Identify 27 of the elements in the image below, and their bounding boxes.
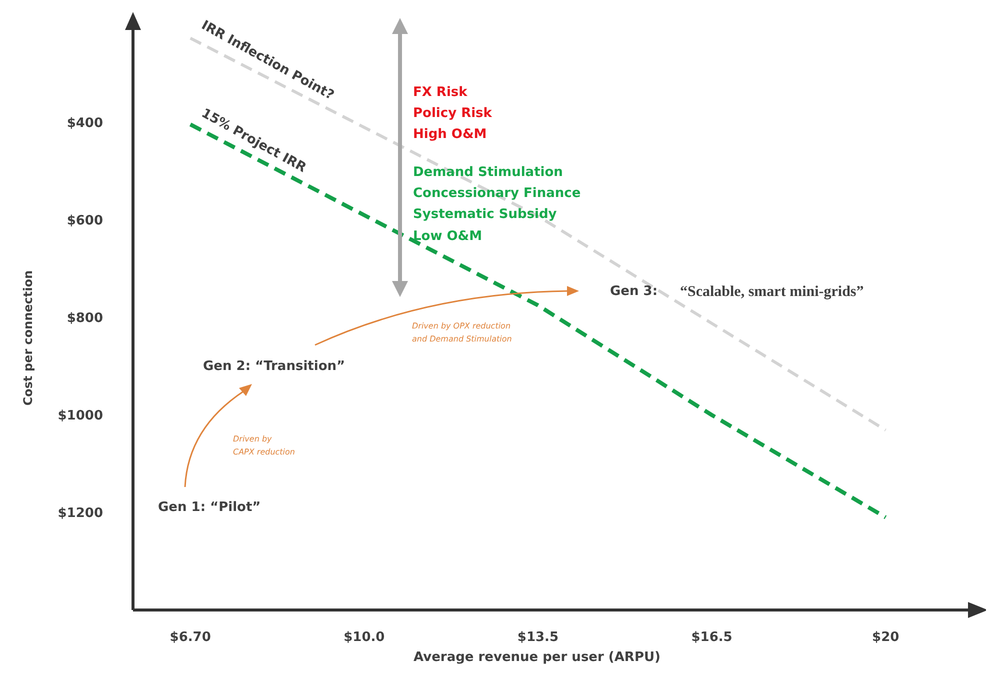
annotation: “Scalable, smart mini-grids” — [680, 284, 864, 300]
annotation: Policy Risk — [413, 106, 492, 122]
x-tick-label: $16.5 — [691, 630, 732, 646]
annotation: Demand Stimulation — [413, 164, 563, 180]
annotation: Concessionary Finance — [413, 186, 581, 202]
y-axis-title: Cost per connection — [21, 270, 35, 406]
annotation: Driven by OPX reduction — [412, 322, 511, 332]
y-tick-label: $600 — [66, 214, 103, 229]
annotation: FX Risk — [413, 84, 468, 100]
x-axis-title: Average revenue per user (ARPU) — [412, 650, 662, 665]
annotation: Gen 1: “Pilot” — [158, 500, 261, 516]
x-tick-label: $6.70 — [170, 630, 211, 646]
annotation: CAPX reduction — [233, 448, 295, 458]
x-tick-label: $13.5 — [517, 630, 559, 646]
y-tick-label: $400 — [66, 116, 103, 132]
x-tick-label: $10.0 — [344, 630, 385, 646]
annotation: Systematic Subsidy — [413, 206, 557, 222]
y-tick-label: $800 — [66, 311, 103, 326]
annotation: Gen 3: — [610, 284, 658, 300]
y-tick-label: $1000 — [58, 408, 103, 424]
annotation: High O&M — [413, 126, 487, 142]
y-tick-label: $1200 — [58, 506, 103, 522]
x-tick-label: $20 — [872, 630, 900, 646]
annotation: and Demand Stimulation — [412, 334, 512, 344]
annotation: Low O&M — [413, 228, 482, 244]
annotation: Driven by — [233, 434, 272, 444]
annotation: Gen 2: “Transition” — [203, 358, 346, 374]
